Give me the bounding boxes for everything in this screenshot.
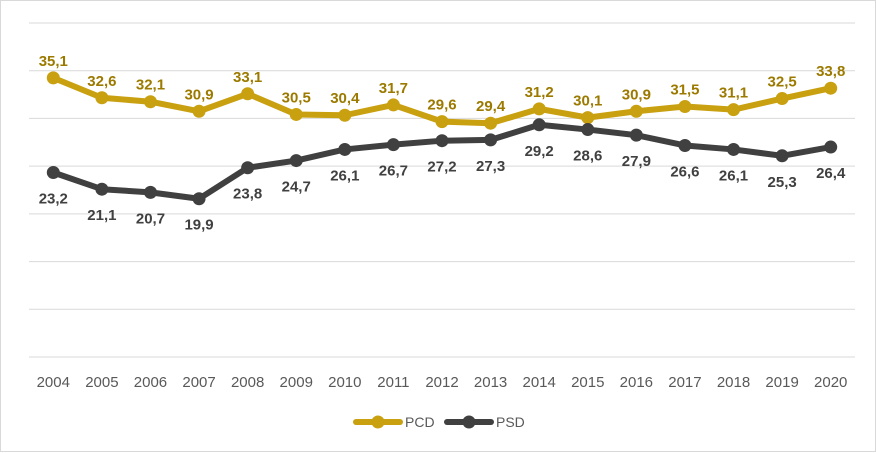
data-point [775,92,789,106]
data-point [629,104,643,118]
data-point [289,154,303,168]
data-label: 29,2 [525,143,554,160]
data-label: 27,2 [427,159,456,176]
data-point [386,138,400,152]
legend-label: PSD [496,414,525,430]
data-point [775,149,789,163]
data-point [46,166,60,180]
data-point [143,95,157,109]
legend: PCD PSD [353,414,525,430]
data-point [824,81,838,95]
data-label: 24,7 [282,179,311,196]
data-label: 26,7 [379,163,408,180]
data-label: 31,1 [719,85,748,102]
data-point [727,142,741,156]
data-label: 26,6 [670,163,699,180]
data-point [581,123,595,137]
data-label: 30,1 [573,93,602,110]
data-label: 31,5 [670,82,699,99]
data-label: 30,9 [184,86,213,103]
data-point [143,185,157,199]
data-point [289,107,303,121]
data-point [532,118,546,132]
data-point [532,102,546,116]
x-tick-label: 2015 [571,374,604,391]
data-point [338,108,352,122]
legend-item-psd: PSD [444,414,525,430]
data-point [484,133,498,147]
data-label: 30,9 [622,86,651,103]
series-pcd [46,71,838,130]
data-label: 21,1 [87,207,116,224]
x-tick-label: 2014 [522,374,555,391]
x-tick-label: 2018 [717,374,750,391]
data-point [95,182,109,196]
data-point [629,128,643,142]
data-point [435,115,449,129]
data-label: 20,7 [136,210,165,227]
x-tick-label: 2009 [280,374,313,391]
data-label: 27,3 [476,158,505,175]
x-tick-label: 2016 [620,374,653,391]
data-label: 23,2 [39,191,68,208]
data-label: 32,5 [768,74,797,91]
data-label: 29,6 [427,97,456,114]
data-point [435,134,449,148]
x-tick-label: 2005 [85,374,118,391]
x-tick-label: 2020 [814,374,847,391]
data-label: 32,6 [87,73,116,90]
data-point [678,138,692,152]
data-label: 28,6 [573,148,602,165]
series-psd [46,118,838,206]
data-label: 27,9 [622,153,651,170]
x-tick-label: 2013 [474,374,507,391]
x-axis-ticks: 2004 2005 2006 2007 2008 2009 2010 2011 2012 2013… [37,374,848,391]
data-label: 35,1 [39,53,68,70]
data-point [484,116,498,130]
data-point [338,142,352,156]
data-point [241,161,255,175]
legend-item-pcd: PCD [353,414,435,430]
x-tick-label: 2010 [328,374,361,391]
data-labels-layer: 35,1 32,6 32,1 30,9 33,1 30,5 30,4 31,7 29,6 29,4… [39,53,846,234]
data-label: 31,2 [525,84,554,101]
legend-swatch-marker [371,415,385,429]
data-label: 30,5 [282,89,311,106]
x-tick-label: 2006 [134,374,167,391]
data-label: 26,4 [816,165,846,182]
data-point [192,192,206,206]
data-label: 33,1 [233,69,262,86]
data-label: 26,1 [719,167,748,184]
x-tick-label: 2012 [425,374,458,391]
x-tick-label: 2011 [377,374,409,391]
series-layer [46,71,838,206]
x-tick-label: 2008 [231,374,264,391]
data-label: 32,1 [136,77,165,94]
data-point [46,71,60,85]
x-tick-label: 2007 [182,374,215,391]
data-point [386,98,400,112]
data-point [95,91,109,105]
data-point [581,111,595,125]
data-label: 29,4 [476,98,506,115]
data-label: 26,1 [330,167,359,184]
data-point [678,100,692,113]
legend-label: PCD [405,414,435,430]
data-label: 33,8 [816,63,845,80]
data-point [727,103,741,117]
data-label: 25,3 [768,174,797,191]
data-label: 23,8 [233,186,262,203]
data-point [241,87,255,101]
x-tick-label: 2017 [668,374,701,391]
data-label: 31,7 [379,80,408,97]
legend-swatch-marker [462,415,476,429]
x-tick-label: 2004 [37,374,70,391]
data-point [192,104,206,118]
x-tick-label: 2019 [765,374,798,391]
data-label: 30,4 [330,90,360,107]
data-point [824,140,838,154]
data-label: 19,9 [184,217,213,234]
